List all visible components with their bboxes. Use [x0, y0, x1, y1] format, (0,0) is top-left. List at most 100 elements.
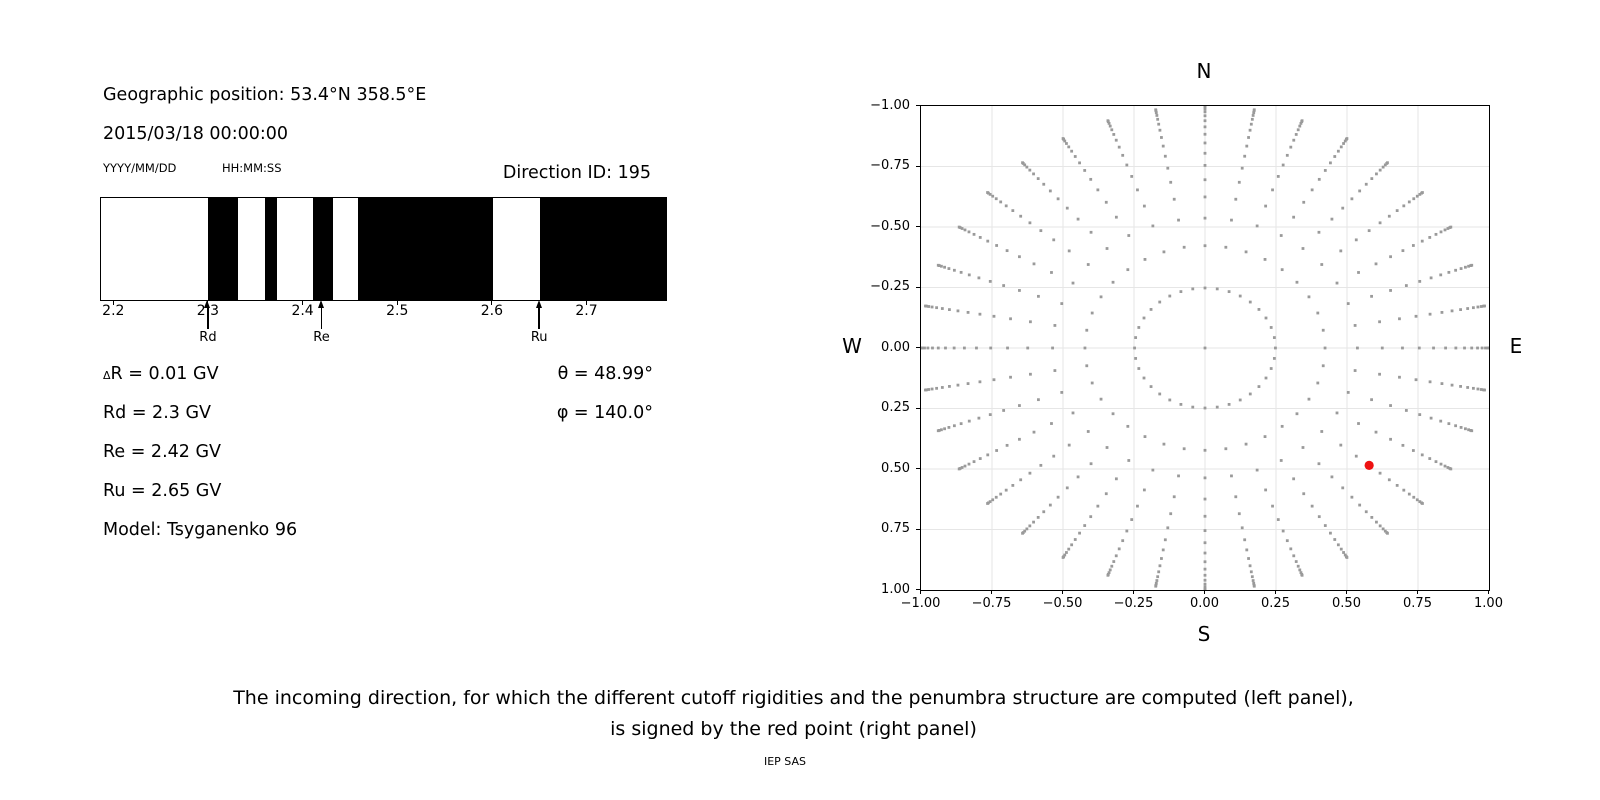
direction-grid-dot [1438, 419, 1442, 423]
direction-grid-dot [947, 266, 950, 270]
direction-grid-dot [1417, 499, 1421, 503]
direction-grid-dot [1291, 476, 1295, 480]
direction-grid-dot [1346, 301, 1350, 305]
direction-grid-dot [1203, 132, 1206, 136]
direction-grid-dot [1257, 384, 1260, 388]
direction-grid-dot [1069, 149, 1073, 153]
direction-grid-dot [959, 270, 963, 274]
direction-grid-dot [1294, 559, 1298, 563]
y-tick-label: 0.00 [881, 339, 910, 355]
direction-grid-dot [1052, 368, 1056, 372]
direction-grid-dot [1255, 468, 1259, 471]
direction-grid-dot [1469, 428, 1473, 432]
direction-grid-dot [1132, 346, 1136, 349]
direction-grid-dot [972, 232, 975, 236]
direction-grid-dot [1427, 235, 1431, 239]
direction-grid-dot [957, 225, 961, 228]
rd-arrow [207, 307, 209, 329]
direction-grid-dot [992, 377, 995, 381]
direction-grid-dot [1466, 427, 1470, 431]
direction-grid-dot [1086, 262, 1090, 266]
direction-grid-dot [1008, 375, 1012, 379]
direction-grid-dot [1017, 437, 1021, 441]
x-tick-mark [1417, 589, 1418, 594]
direction-grid-dot [1458, 307, 1462, 311]
direction-grid-dot [1411, 196, 1415, 200]
direction-grid-dot [1323, 523, 1327, 527]
x-tick-label: 0.25 [1261, 596, 1290, 611]
direction-grid-dot [990, 194, 994, 198]
direction-grid-dot [1428, 312, 1431, 316]
re-arrow [320, 307, 323, 329]
direction-grid-dot [1004, 488, 1008, 492]
direction-grid-dot [962, 346, 966, 349]
direction-grid-dot [1024, 526, 1028, 530]
direction-grid-dot [1378, 471, 1381, 475]
penumbra-tick-mark [396, 300, 398, 305]
direction-grid-dot [1349, 495, 1353, 499]
direction-grid-dot [1203, 567, 1206, 571]
y-tick-label: 0.75 [881, 521, 910, 536]
direction-grid-dot [1038, 228, 1042, 232]
direction-grid-dot [1315, 311, 1319, 314]
direction-grid-dot [1299, 121, 1302, 125]
direction-grid-dot [1248, 392, 1252, 395]
direction-grid-dot [1133, 335, 1137, 339]
direction-grid-dot [1064, 550, 1068, 554]
direction-grid-dot [1446, 270, 1450, 274]
y-tick-label: −1.00 [870, 97, 910, 113]
direction-grid-dot [1082, 523, 1086, 527]
direction-grid-dot [966, 310, 969, 314]
x-tick-mark [1346, 589, 1347, 594]
x-tick-mark [1204, 589, 1205, 594]
direction-grid-dot [1028, 319, 1032, 323]
direction-grid-dot [1203, 104, 1206, 108]
direction-grid-dot [1336, 542, 1340, 546]
direction-grid-dot [1476, 305, 1479, 308]
direction-grid-dot [1203, 514, 1206, 518]
x-tick-label: 0.50 [1332, 596, 1361, 611]
direction-grid-dot [1215, 405, 1219, 409]
direction-grid-dot [990, 497, 994, 501]
direction-grid-dot [1255, 224, 1259, 227]
direction-grid-dot [1020, 531, 1024, 535]
direction-grid-dot [988, 346, 992, 349]
direction-grid-dot [1257, 307, 1260, 311]
direction-grid-dot [1411, 495, 1415, 499]
direction-grid-dot [1027, 168, 1031, 172]
direction-grid-dot [1051, 237, 1055, 241]
direction-grid-dot [960, 465, 963, 469]
datetime-text: 2015/03/18 00:00:00 [103, 124, 289, 144]
direction-grid-dot [1369, 176, 1373, 180]
direction-grid-dot [1280, 267, 1284, 271]
direction-grid-dot [1237, 511, 1241, 515]
direction-grid-dot [1272, 356, 1276, 360]
direction-grid-dot [1088, 514, 1092, 518]
direction-grid-dot [1385, 160, 1389, 164]
direction-grid-dot [1269, 366, 1273, 370]
direction-grid-dot [1163, 154, 1167, 158]
direction-grid-dot [1203, 286, 1206, 289]
direction-grid-dot [1071, 411, 1074, 414]
direction-grid-dot [1377, 372, 1381, 376]
x-tick-mark [991, 589, 992, 594]
direction-grid-dot [1420, 501, 1424, 505]
direction-grid-dot [1417, 412, 1421, 416]
direction-grid-dot [1250, 117, 1254, 121]
direction-grid-dot [1343, 553, 1347, 556]
direction-grid-dot [1167, 294, 1171, 297]
direction-grid-dot [985, 501, 989, 505]
direction-grid-dot [1104, 200, 1108, 204]
direction-grid-dot [1323, 346, 1326, 349]
direction-grid-dot [1340, 485, 1344, 489]
direction-grid-dot [1059, 390, 1063, 394]
direction-grid-dot [1203, 195, 1206, 198]
direction-grid-dot [1459, 425, 1462, 429]
direction-grid-dot [1249, 569, 1253, 573]
direction-grid-dot [1203, 559, 1206, 563]
direction-grid-dot [1443, 228, 1446, 231]
direction-grid-dot [1008, 316, 1012, 320]
direction-grid-dot [947, 307, 951, 311]
direction-grid-dot [1156, 122, 1160, 126]
direction-grid-dot [1469, 263, 1473, 267]
